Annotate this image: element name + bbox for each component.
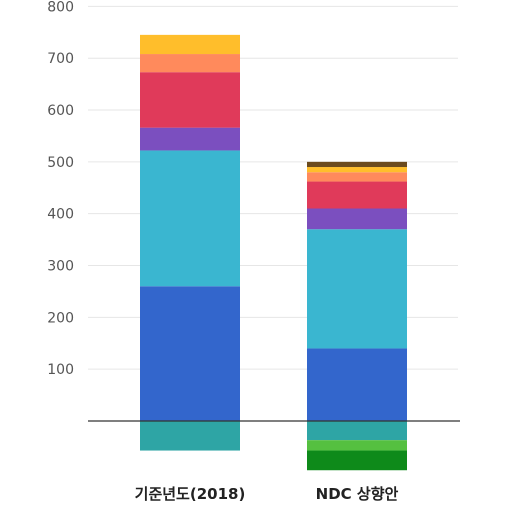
y-tick-label: 600 [47, 103, 74, 119]
y-tick-label: 100 [47, 362, 74, 378]
bar-segment [307, 181, 407, 209]
y-axis-ticks: 800 700 600 500 400 300 200 100 [47, 0, 74, 378]
bar-segment [307, 229, 407, 349]
bar-segment [140, 150, 240, 287]
bar-segment [307, 348, 407, 421]
bar-segment [307, 161, 407, 168]
bar-segment [140, 34, 240, 55]
bar-segment [307, 450, 407, 471]
x-category-label: 기준년도(2018) [135, 485, 246, 503]
bar-segment [140, 421, 240, 451]
bar-segment [140, 286, 240, 421]
bar-segment [307, 172, 407, 182]
bar-segment [140, 72, 240, 128]
bar-segment [307, 167, 407, 173]
bar-segment [307, 440, 407, 451]
bars [140, 34, 407, 471]
y-tick-label: 800 [47, 0, 74, 15]
y-tick-label: 300 [47, 259, 74, 275]
bar-segment [140, 54, 240, 73]
y-tick-label: 400 [47, 207, 74, 223]
bar-segment [140, 127, 240, 151]
y-tick-label: 200 [47, 310, 74, 326]
y-tick-label: 700 [47, 51, 74, 67]
bar-segment [307, 421, 407, 441]
x-category-label: NDC 상향안 [316, 485, 399, 503]
y-tick-label: 500 [47, 155, 74, 171]
x-axis-labels: 기준년도(2018) NDC 상향안 [135, 485, 399, 503]
bar-segment [307, 208, 407, 230]
